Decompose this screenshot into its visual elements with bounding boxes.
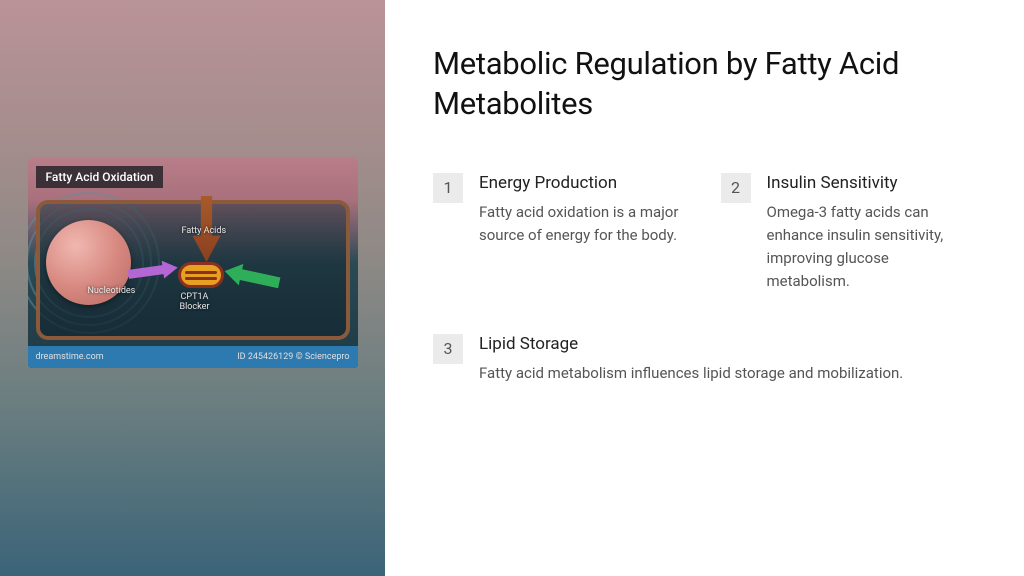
items-grid: 1 Energy Production Fatty acid oxidation…: [433, 173, 968, 385]
number-badge: 3: [433, 334, 463, 364]
item-body: Insulin Sensitivity Omega-3 fatty acids …: [767, 173, 969, 294]
fatty-acid-illustration: Fatty Acids Nucleotides CPT1A Blocker Fa…: [28, 158, 358, 368]
illustration-footer: dreamstime.com ID 245426129 © Sciencepro: [28, 346, 358, 368]
illustration-credit: ID 245426129 © Sciencepro: [237, 352, 349, 362]
item-description: Omega-3 fatty acids can enhance insulin …: [767, 201, 969, 294]
item-description: Fatty acid oxidation is a major source o…: [479, 201, 681, 248]
illustration-tag: Fatty Acid Oxidation: [36, 166, 164, 188]
list-item: 3 Lipid Storage Fatty acid metabolism in…: [433, 334, 968, 385]
item-body: Lipid Storage Fatty acid metabolism infl…: [479, 334, 968, 385]
item-body: Energy Production Fatty acid oxidation i…: [479, 173, 681, 248]
number-badge: 1: [433, 173, 463, 203]
left-panel: Fatty Acids Nucleotides CPT1A Blocker Fa…: [0, 0, 385, 576]
list-item: 1 Energy Production Fatty acid oxidation…: [433, 173, 681, 294]
number-badge: 2: [721, 173, 751, 203]
item-title: Lipid Storage: [479, 334, 968, 354]
item-description: Fatty acid metabolism influences lipid s…: [479, 362, 968, 385]
label-fatty-acids: Fatty Acids: [182, 226, 227, 236]
right-panel: Metabolic Regulation by Fatty Acid Metab…: [385, 0, 1024, 576]
label-nucleotides: Nucleotides: [88, 286, 136, 296]
item-title: Insulin Sensitivity: [767, 173, 969, 193]
label-cpt1a: CPT1A Blocker: [180, 292, 210, 312]
slide: Fatty Acids Nucleotides CPT1A Blocker Fa…: [0, 0, 1024, 576]
mitochondrion: [178, 262, 224, 288]
list-item: 2 Insulin Sensitivity Omega-3 fatty acid…: [721, 173, 969, 294]
page-title: Metabolic Regulation by Fatty Acid Metab…: [433, 44, 968, 125]
item-title: Energy Production: [479, 173, 681, 193]
illustration-source: dreamstime.com: [36, 352, 104, 362]
